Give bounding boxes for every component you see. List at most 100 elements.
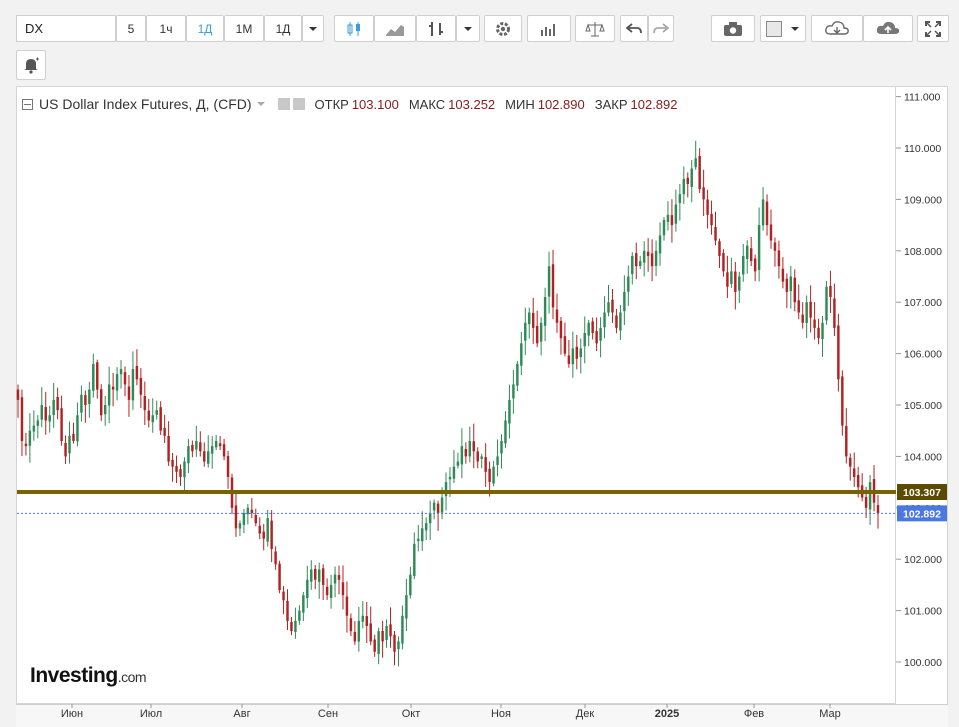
horizontal-level-tag xyxy=(897,484,947,501)
candle-body xyxy=(781,268,785,282)
candle-body xyxy=(583,333,586,347)
bell-icon xyxy=(24,57,39,74)
candle-body xyxy=(607,302,610,313)
redo-button[interactable] xyxy=(648,15,674,42)
candle-body xyxy=(734,271,737,292)
candle-body xyxy=(76,415,79,442)
candle-body xyxy=(333,574,337,584)
price-tick-label: 109.000 xyxy=(904,194,942,206)
settings-button[interactable] xyxy=(484,15,522,42)
candle-body xyxy=(742,255,745,275)
chart-type-dropdown-button[interactable] xyxy=(456,15,480,42)
interval-dropdown-button[interactable] xyxy=(302,15,324,42)
candle-body xyxy=(56,396,59,411)
color-picker-button[interactable] xyxy=(760,15,806,42)
interval-1h-button[interactable]: 1ч xyxy=(146,15,186,42)
symbol-input[interactable]: DX xyxy=(16,15,116,42)
candle-body xyxy=(698,156,701,190)
candle-body xyxy=(436,503,440,513)
candle-body xyxy=(48,415,51,422)
bars-button[interactable] xyxy=(416,15,456,42)
candle-body xyxy=(674,204,678,224)
compare-button[interactable] xyxy=(575,15,615,42)
alert-button[interactable] xyxy=(16,50,46,80)
candle-body xyxy=(183,461,186,478)
studies-button[interactable] xyxy=(527,15,571,42)
candle-body xyxy=(131,369,135,401)
low-label: МИН xyxy=(505,96,535,112)
candle-body xyxy=(512,384,515,399)
candle-body xyxy=(365,616,368,627)
price-tick-label: 111.000 xyxy=(904,92,941,104)
candle-body xyxy=(325,586,329,596)
candle-body xyxy=(274,551,277,565)
candle-body xyxy=(36,420,40,426)
last-price-label: 102.892 xyxy=(903,508,941,520)
candle-body xyxy=(825,286,828,321)
candle-body xyxy=(702,187,705,200)
candle-body xyxy=(254,514,258,524)
redo-icon xyxy=(653,22,669,33)
settings-small-icon[interactable] xyxy=(292,98,305,110)
candle-body xyxy=(195,440,198,450)
price-tick-label: 110.000 xyxy=(904,143,941,155)
candle-body xyxy=(547,266,551,297)
candle-body xyxy=(258,525,261,534)
candle-body xyxy=(385,626,388,640)
candles-button[interactable] xyxy=(334,15,374,42)
screenshot-button[interactable] xyxy=(711,15,755,42)
indicators-button[interactable] xyxy=(374,15,416,42)
candle-body xyxy=(686,177,689,184)
candle-body xyxy=(199,442,202,452)
interval-custom-button[interactable]: 1Д xyxy=(264,15,302,42)
candle-body xyxy=(500,440,503,454)
collapse-icon[interactable] xyxy=(22,98,33,110)
candle-body xyxy=(694,158,697,168)
scales-icon xyxy=(585,21,605,36)
fullscreen-button[interactable] xyxy=(917,15,949,42)
price-axis[interactable] xyxy=(896,86,948,704)
candle-body xyxy=(797,300,800,313)
candle-body xyxy=(290,621,293,632)
candle-body xyxy=(349,618,353,632)
load-chart-button[interactable] xyxy=(811,15,863,42)
candle-body xyxy=(337,575,341,580)
candle-body xyxy=(207,451,210,464)
candle-body xyxy=(757,225,761,270)
interval-1d-button[interactable]: 1Д xyxy=(186,15,224,42)
undo-button[interactable] xyxy=(620,15,648,42)
visibility-icon[interactable] xyxy=(277,98,290,110)
candle-body xyxy=(619,312,622,331)
time-tick-label: 2025 xyxy=(655,708,679,720)
candle-body xyxy=(226,456,230,477)
chart-legend: US Dollar Index Futures, Д, (CFD) ОТКР 10… xyxy=(22,96,678,112)
save-chart-button[interactable] xyxy=(863,15,913,42)
candle-body xyxy=(642,250,646,263)
candle-body xyxy=(421,528,424,542)
candlestick-icon xyxy=(347,21,360,36)
caret-down-icon[interactable] xyxy=(256,100,266,108)
toolbar: DX 5 1ч 1Д 1М 1Д xyxy=(0,0,959,86)
candle-body xyxy=(829,285,832,298)
candle-body xyxy=(595,330,598,344)
candle-body xyxy=(143,396,147,411)
high-label: МАКС xyxy=(408,96,446,112)
candle-body xyxy=(111,386,115,390)
candle-body xyxy=(135,366,139,380)
camera-icon xyxy=(724,21,742,36)
candle-body xyxy=(119,369,123,375)
candle-body xyxy=(852,468,856,477)
candle-body xyxy=(92,363,95,391)
chart-area[interactable] xyxy=(16,86,896,704)
candle-body xyxy=(44,407,47,421)
candle-body xyxy=(753,258,757,272)
interval-1m-button[interactable]: 1М xyxy=(224,15,264,42)
candle-body xyxy=(833,298,836,328)
candle-body xyxy=(849,457,852,467)
time-axis[interactable] xyxy=(16,704,948,727)
last-price-tag xyxy=(897,505,947,522)
interval-5m-button[interactable]: 5 xyxy=(116,15,146,42)
candle-body xyxy=(809,301,812,318)
candle-body xyxy=(191,444,194,452)
